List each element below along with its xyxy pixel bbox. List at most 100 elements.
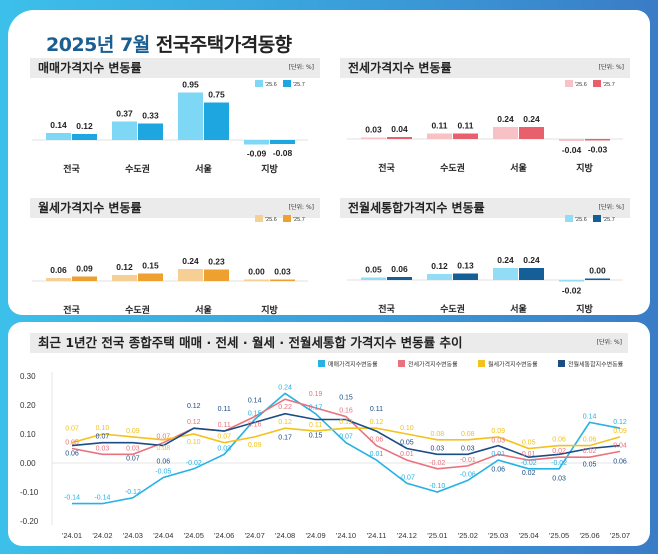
- point-label: 0.01: [491, 451, 505, 458]
- point-label: -0.02: [429, 460, 445, 467]
- point-label: 0.06: [157, 459, 171, 466]
- point-label: 0.19: [309, 391, 323, 398]
- data-label: -0.02: [562, 286, 582, 296]
- bar: [453, 133, 478, 139]
- x-tick-label: '24.09: [305, 531, 325, 540]
- data-label: 0.11: [431, 121, 447, 131]
- point-label: 0.12: [370, 419, 384, 426]
- bar: [585, 139, 610, 141]
- category-label: 지방: [576, 162, 593, 174]
- data-label: 0.06: [391, 264, 408, 274]
- point-label: 0.06: [583, 437, 597, 444]
- data-label: 0.03: [274, 267, 291, 277]
- y-tick-label: 0.20: [20, 401, 36, 410]
- point-label: -0.10: [429, 483, 445, 490]
- data-label: 0.04: [391, 124, 408, 134]
- point-label: 0.04: [613, 442, 627, 449]
- page-title: 2025년 7월 전국주택가격동향: [46, 34, 292, 56]
- x-tick-label: '24.02: [92, 531, 112, 540]
- point-label: 0.12: [613, 419, 627, 426]
- x-tick-label: '25.01: [427, 531, 447, 540]
- x-tick-label: '24.07: [245, 531, 265, 540]
- sale-panel-header: 매매가격지수 변동률 [단위: %]: [30, 58, 320, 78]
- bar: [46, 133, 71, 140]
- point-label: 0.05: [583, 462, 597, 469]
- point-label: 0.01: [400, 451, 414, 458]
- legend-swatch: [283, 215, 291, 222]
- legend-swatch: [318, 360, 325, 367]
- bar: [46, 278, 71, 281]
- bar: [204, 269, 229, 281]
- data-label: 0.00: [248, 267, 265, 277]
- data-label: 0.24: [182, 256, 199, 266]
- bar: [138, 273, 163, 281]
- x-tick-label: '24.01: [62, 531, 82, 540]
- point-label: 0.06: [65, 451, 79, 458]
- point-label: 0.10: [187, 439, 201, 446]
- y-tick-label: 0.30: [20, 372, 36, 381]
- legend-label: '25.6: [265, 82, 277, 88]
- category-label: 서울: [510, 303, 527, 315]
- trend-card: [8, 322, 650, 546]
- point-label: 0.24: [278, 384, 292, 391]
- data-label: 0.12: [76, 121, 93, 131]
- point-label: 0.08: [157, 445, 171, 452]
- point-label: -0.07: [399, 474, 415, 481]
- x-tick-label: '25.02: [458, 531, 478, 540]
- bar: [244, 279, 269, 281]
- point-label: 0.12: [187, 419, 201, 426]
- combined-panel-header: 전월세통합가격지수 변동률 [단위: %]: [340, 198, 630, 218]
- legend-swatch: [565, 80, 573, 87]
- data-label: -0.08: [273, 148, 293, 158]
- point-label: 0.07: [157, 434, 171, 441]
- point-label: 0.11: [309, 422, 322, 429]
- category-label: 지방: [576, 303, 593, 315]
- legend-swatch: [558, 360, 565, 367]
- x-tick-label: '25.04: [519, 531, 539, 540]
- legend-label: '25.6: [575, 217, 587, 223]
- point-label: 0.22: [278, 404, 292, 411]
- data-label: 0.13: [457, 261, 474, 271]
- data-label: -0.04: [562, 145, 582, 155]
- bar: [178, 269, 203, 281]
- legend-swatch: [593, 215, 601, 222]
- point-label: 0.02: [522, 470, 536, 477]
- x-tick-label: '24.03: [123, 531, 143, 540]
- bar: [519, 127, 544, 139]
- legend-label: '25.7: [293, 82, 305, 88]
- category-label: 전국: [378, 303, 395, 315]
- data-label: 0.95: [182, 80, 199, 90]
- trend-header: 최근 1년간 전국 종합주택 매매 · 전세 · 월세 · 전월세통합 가격지수…: [30, 333, 628, 353]
- point-label: 0.06: [491, 467, 505, 474]
- y-tick-label: -0.10: [20, 488, 39, 497]
- category-label: 수도권: [440, 162, 465, 174]
- category-label: 서울: [195, 163, 212, 175]
- point-label: 0.08: [461, 431, 475, 438]
- bar: [361, 137, 386, 139]
- category-label: 서울: [510, 162, 527, 174]
- legend-label: 매매가격지수변동률: [328, 361, 378, 369]
- bar: [387, 277, 412, 280]
- data-label: 0.05: [365, 265, 382, 275]
- point-label: 0.03: [217, 445, 231, 452]
- point-label: 0.05: [65, 440, 79, 447]
- category-label: 수도권: [125, 304, 150, 316]
- data-label: -0.03: [588, 145, 608, 155]
- bar: [585, 278, 610, 280]
- bar: [559, 280, 584, 282]
- data-label: 0.14: [50, 120, 67, 130]
- data-label: 0.03: [365, 125, 382, 135]
- point-label: 0.05: [400, 440, 414, 447]
- point-label: 0.03: [126, 445, 140, 452]
- point-label: -0.14: [94, 495, 110, 502]
- bar: [244, 140, 269, 145]
- point-label: 0.15: [248, 411, 262, 418]
- bar: [427, 133, 452, 139]
- point-label: -0.06: [460, 471, 476, 478]
- point-label: 0.12: [278, 419, 292, 426]
- point-label: 0.05: [522, 440, 536, 447]
- bar: [72, 134, 97, 140]
- x-tick-label: '24.05: [184, 531, 204, 540]
- point-label: 0.03: [552, 475, 566, 482]
